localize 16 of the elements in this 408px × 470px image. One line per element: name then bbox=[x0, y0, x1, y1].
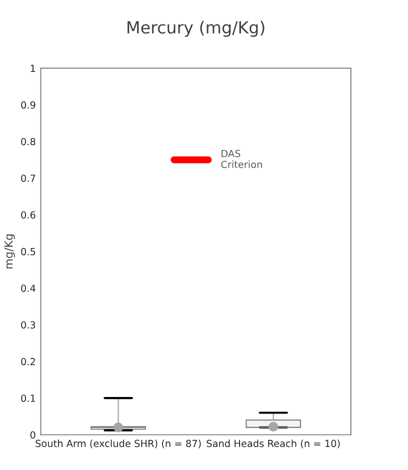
y-tick-label: 0 bbox=[30, 431, 36, 439]
y-tick-label: 0.2 bbox=[21, 358, 35, 366]
y-tick-label: 0.1 bbox=[21, 394, 36, 402]
y-tick-label: 0.5 bbox=[21, 248, 36, 256]
y-tick-label: 0.6 bbox=[21, 211, 36, 219]
y-tick-label: 0.8 bbox=[21, 138, 36, 146]
y-tick-label: 0.4 bbox=[21, 284, 36, 292]
x-tick-label: Sand Heads Reach (n = 10) bbox=[206, 440, 340, 448]
x-tick-label: South Arm (exclude SHR) (n = 87) bbox=[36, 440, 201, 448]
y-tick-label: 0.9 bbox=[21, 101, 36, 109]
y-tick-label: 1 bbox=[30, 64, 36, 72]
y-axis-title: mg/Kg bbox=[4, 234, 15, 268]
y-tick-label: 0.7 bbox=[21, 174, 36, 182]
ref-line-label: DAS Criterion bbox=[221, 150, 262, 168]
chart-title: Mercury (mg/Kg) bbox=[128, 20, 264, 37]
y-tick-label: 0.3 bbox=[21, 321, 36, 329]
